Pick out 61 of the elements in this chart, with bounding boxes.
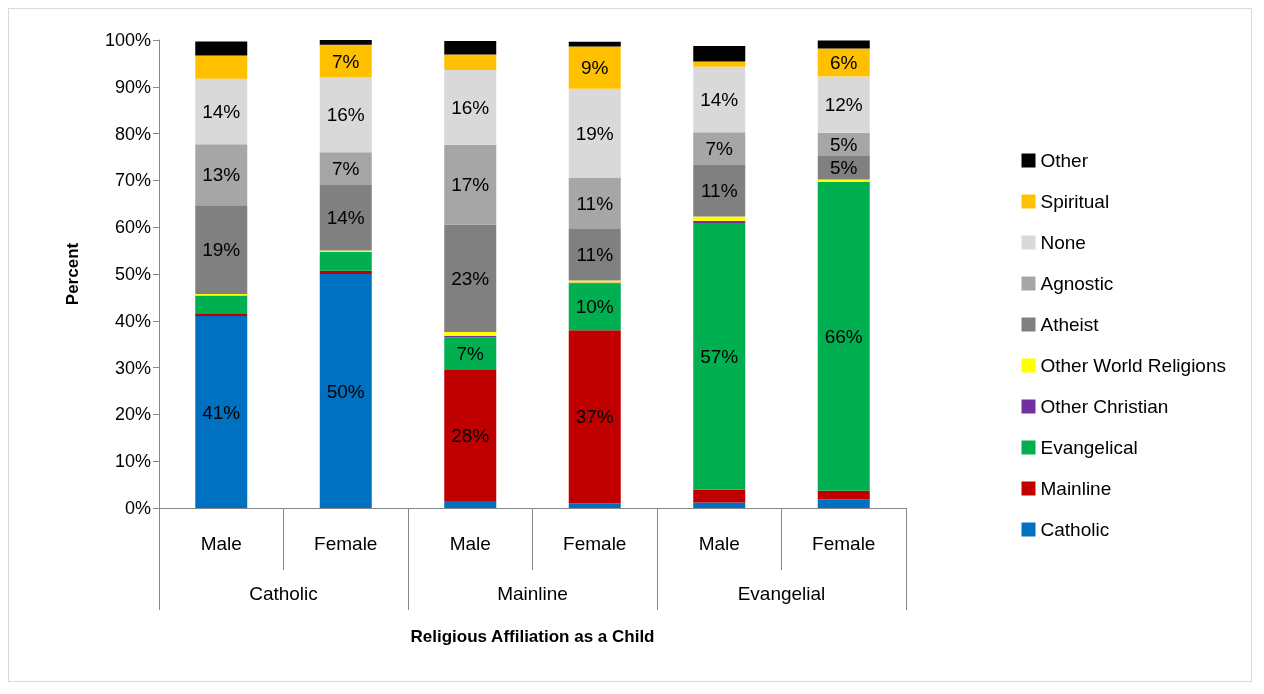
data-label: 19% bbox=[202, 239, 241, 261]
data-label: 16% bbox=[326, 104, 365, 126]
data-label: 66% bbox=[824, 325, 863, 347]
data-label: 9% bbox=[581, 57, 609, 79]
data-label: 16% bbox=[451, 96, 490, 118]
y-tick-label: 70% bbox=[114, 170, 151, 191]
data-label: 19% bbox=[575, 122, 614, 144]
data-label: 37% bbox=[575, 406, 614, 428]
y-tick-label: 90% bbox=[114, 76, 151, 97]
legend-label: Agnostic bbox=[1040, 273, 1114, 294]
x-tick-label: Female bbox=[563, 533, 627, 554]
x-axis-title: Religious Affiliation as a Child bbox=[410, 627, 655, 646]
y-axis-title: Percent bbox=[63, 242, 82, 306]
legend-label: Mainline bbox=[1040, 478, 1112, 499]
data-label: 10% bbox=[575, 296, 614, 318]
data-label: 11% bbox=[576, 192, 614, 214]
legend-label: Evangelical bbox=[1040, 437, 1138, 458]
x-tick-label: Male bbox=[200, 533, 242, 554]
data-label: 7% bbox=[456, 343, 485, 365]
legend-label: Other Christian bbox=[1040, 396, 1169, 417]
y-tick-label: 50% bbox=[114, 264, 151, 284]
data-label: 28% bbox=[451, 424, 490, 446]
data-label: 57% bbox=[700, 345, 739, 367]
y-tick-label: 0% bbox=[124, 498, 151, 518]
y-tick-label: 80% bbox=[114, 123, 151, 144]
data-label: 7% bbox=[705, 138, 734, 160]
legend-label: Other bbox=[1040, 150, 1089, 171]
data-label: 11% bbox=[576, 244, 614, 266]
data-label: 13% bbox=[202, 164, 241, 186]
x-tick-label: Female bbox=[314, 533, 378, 554]
x-tick-label: Male bbox=[449, 533, 491, 554]
data-label: 5% bbox=[830, 133, 858, 155]
legend-label: None bbox=[1040, 232, 1086, 253]
data-label: 14% bbox=[202, 101, 241, 123]
y-tick-label: 10% bbox=[114, 451, 151, 472]
data-label: 5% bbox=[830, 157, 858, 179]
text: Catholic bbox=[249, 583, 318, 604]
legend-label: Catholic bbox=[1040, 519, 1110, 540]
data-label: 7% bbox=[332, 50, 360, 72]
data-label: 23% bbox=[451, 267, 490, 289]
data-label: 11% bbox=[700, 180, 738, 202]
data-label: 12% bbox=[824, 94, 863, 116]
data-label: 14% bbox=[700, 88, 739, 110]
y-tick-label: 20% bbox=[114, 404, 151, 425]
legend-label: Spiritual bbox=[1040, 191, 1110, 212]
x-tick-label: Male bbox=[698, 533, 740, 554]
data-label: 6% bbox=[830, 51, 858, 73]
y-tick-label: 100% bbox=[104, 30, 151, 50]
data-label: 14% bbox=[326, 207, 365, 229]
data-label: 50% bbox=[326, 380, 365, 402]
data-label: 7% bbox=[332, 158, 360, 180]
y-tick-label: 30% bbox=[114, 357, 151, 378]
y-tick-label: 60% bbox=[114, 217, 151, 238]
text: Evangelial bbox=[737, 583, 826, 604]
text: Mainline bbox=[497, 583, 568, 604]
data-label: 41% bbox=[202, 401, 241, 423]
y-tick-label: 40% bbox=[114, 310, 151, 331]
data-label: 17% bbox=[451, 174, 490, 196]
legend-label: Atheist bbox=[1040, 314, 1100, 335]
x-tick-label: Female bbox=[812, 533, 876, 554]
legend-label: Other World Religions bbox=[1040, 355, 1227, 376]
